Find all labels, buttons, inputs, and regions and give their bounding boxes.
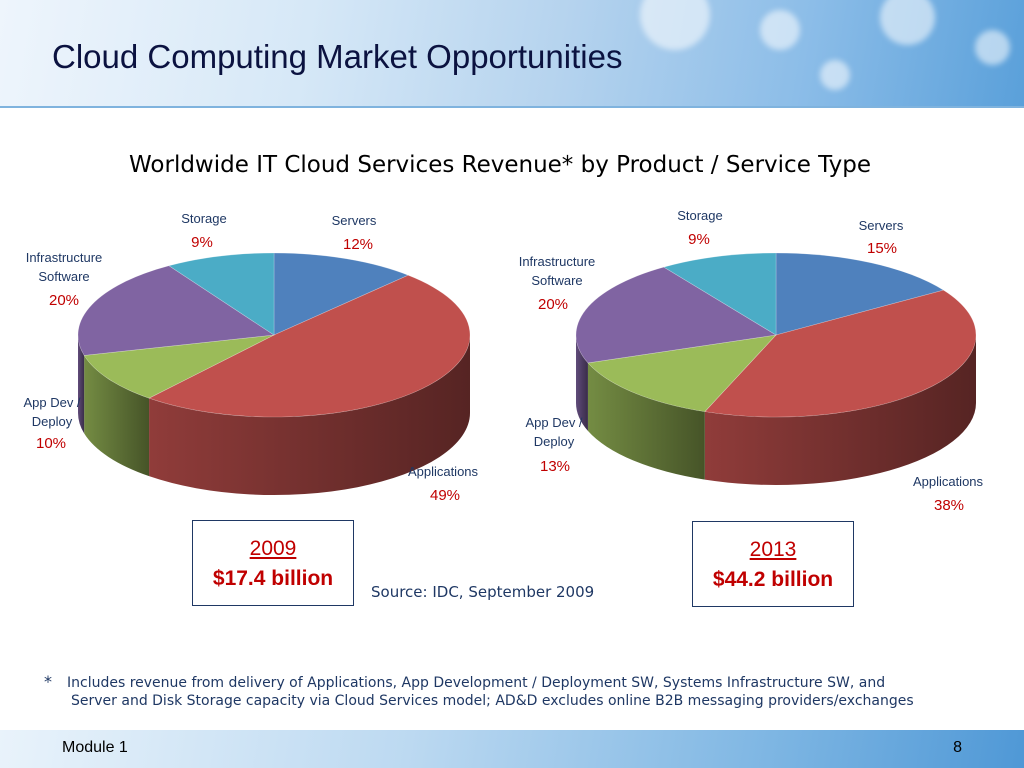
slice-percent-servers: 15% — [867, 240, 897, 257]
slice-percent-servers: 12% — [343, 236, 373, 253]
slice-label-infrastructure: Software — [38, 269, 89, 284]
slice-label-appdev: App Dev / — [23, 395, 80, 410]
slice-label-servers: Servers — [332, 213, 377, 228]
slice-label-servers: Servers — [859, 218, 904, 233]
slice-label-applications: Applications — [913, 474, 984, 489]
slice-appdev — [587, 334, 777, 412]
slice-applications — [704, 289, 977, 418]
slice-percent-infrastructure: 20% — [538, 296, 568, 313]
slice-side-infrastructure — [576, 335, 588, 431]
footnote-line-1: Includes revenue from delivery of Applic… — [67, 675, 886, 691]
year-label-2009: 2009 — [249, 537, 297, 560]
total-box-2013: 2013 $44.2 billion — [692, 521, 854, 607]
header-divider — [0, 106, 1024, 108]
slice-label-applications: Applications — [408, 464, 479, 479]
slice-side-infrastructure — [78, 335, 85, 434]
slice-infrastructure — [575, 266, 777, 364]
slice-storage — [663, 252, 777, 336]
slice-percent-appdev: 10% — [36, 435, 66, 452]
slice-storage — [168, 252, 275, 336]
footnote-line-2: Server and Disk Storage capacity via Clo… — [71, 693, 914, 709]
slice-side-applications — [704, 335, 976, 485]
slice-percent-applications: 38% — [934, 497, 964, 514]
slice-percent-appdev: 13% — [540, 458, 570, 475]
slice-percent-storage: 9% — [191, 234, 213, 251]
source-note: Source: IDC, September 2009 — [371, 583, 595, 601]
page-number: 8 — [953, 739, 962, 756]
slice-side-appdev — [587, 362, 705, 480]
slice-label-appdev: App Dev / — [525, 415, 582, 430]
slice-label-appdev: Deploy — [32, 414, 73, 429]
slide-title: Cloud Computing Market Opportunities — [52, 38, 623, 75]
year-label-2013: 2013 — [749, 538, 797, 561]
pie-chart-2013: Servers 15% Applications 38% App Dev / Deploy… — [519, 208, 984, 514]
slice-applications — [148, 274, 471, 418]
slice-servers — [775, 252, 945, 336]
module-label: Module 1 — [62, 739, 128, 756]
slice-label-appdev: Deploy — [534, 434, 575, 449]
slice-percent-infrastructure: 20% — [49, 292, 79, 309]
slice-percent-storage: 9% — [688, 231, 710, 248]
slice-label-infrastructure: Infrastructure — [519, 254, 596, 269]
chart-title: Worldwide IT Cloud Services Revenue* by … — [129, 152, 871, 178]
slice-infrastructure — [77, 265, 275, 356]
slide-header: Cloud Computing Market Opportunities — [0, 0, 1024, 106]
total-amount-2009: $17.4 billion — [212, 567, 334, 590]
slice-label-infrastructure: Infrastructure — [26, 250, 103, 265]
slice-label-storage: Storage — [181, 211, 227, 226]
slide-footer: Module 1 8 — [0, 730, 1024, 768]
footnote-marker: * — [44, 672, 52, 691]
slice-side-appdev — [84, 355, 150, 477]
slice-side-applications — [149, 335, 471, 495]
total-amount-2013: $44.2 billion — [712, 568, 834, 591]
total-box-2009: 2009 $17.4 billion — [192, 520, 354, 606]
slice-label-storage: Storage — [677, 208, 723, 223]
slice-percent-applications: 49% — [430, 487, 460, 504]
slice-servers — [273, 252, 409, 336]
pie-chart-2009: Servers 12% Applications 49% App Dev / Deploy… — [23, 211, 478, 504]
slice-label-infrastructure: Software — [531, 273, 582, 288]
slice-appdev — [83, 334, 275, 399]
